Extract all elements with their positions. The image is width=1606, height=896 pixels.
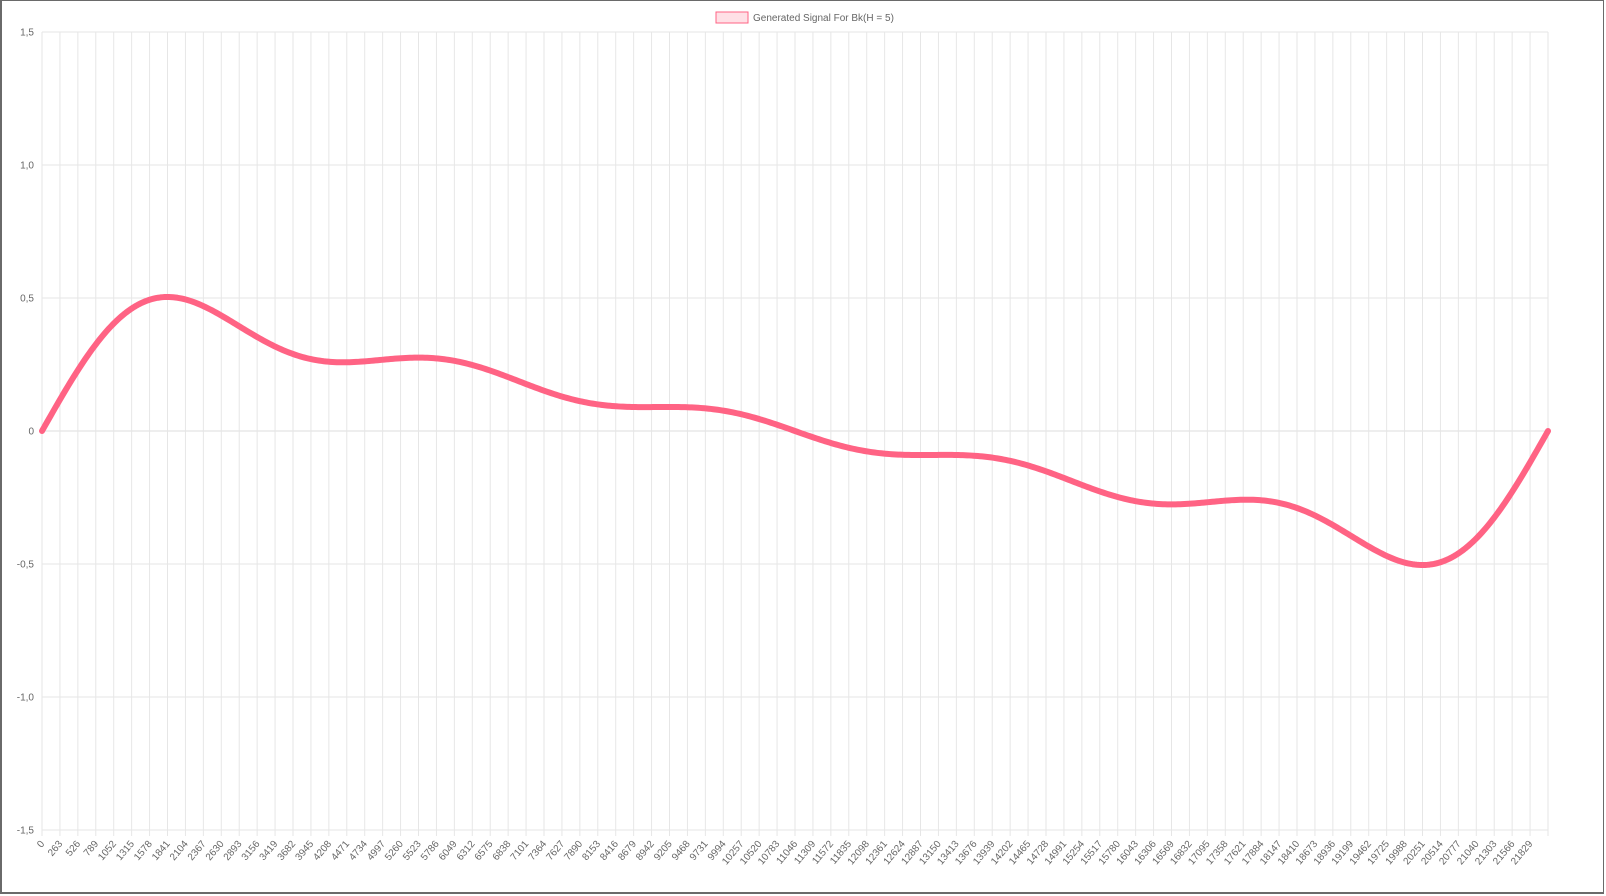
x-tick-label: 2893 (222, 839, 245, 863)
y-tick-label: -0,5 (17, 560, 35, 571)
x-tick-label: 5260 (383, 839, 406, 863)
x-tick-label: 7890 (562, 839, 585, 863)
y-axis: 1,5 1,0 0,5 0 -0,5 -1,0 -1,5 (17, 28, 35, 837)
x-tick-label: 1841 (150, 839, 173, 863)
x-tick-label: 7101 (509, 839, 532, 863)
x-tick-label: 1315 (114, 839, 137, 863)
y-tick-label: 1,5 (20, 28, 34, 39)
y-tick-label: 0,5 (20, 294, 34, 305)
x-tick-label: 4471 (329, 839, 352, 863)
x-tick-label: 8416 (598, 839, 621, 863)
x-axis: 0263526789105213151578184121042367263028… (35, 839, 1535, 868)
x-tick-label: 2367 (186, 839, 209, 863)
x-tick-label: 0 (35, 839, 47, 851)
x-tick-label: 6575 (473, 839, 496, 863)
signal-line (39, 293, 1551, 569)
x-tick-label: 4997 (365, 839, 388, 863)
x-tick-label: 8153 (580, 839, 603, 863)
x-tick-label: 3419 (258, 839, 281, 863)
x-tick-label: 9205 (652, 839, 675, 863)
x-tick-label: 3156 (240, 839, 263, 863)
x-tick-label: 8942 (634, 839, 657, 863)
legend-label[interactable]: Generated Signal For Bk(H = 5) (753, 13, 894, 24)
grid (41, 31, 1549, 836)
x-tick-label: 6312 (455, 839, 478, 863)
x-tick-label: 1052 (96, 839, 119, 863)
x-tick-label: 5523 (401, 839, 424, 863)
x-tick-label: 3682 (276, 839, 299, 863)
series-layer (39, 293, 1551, 569)
y-tick-label: -1,0 (17, 693, 35, 704)
x-tick-label: 4208 (311, 839, 334, 863)
x-tick-label: 8679 (616, 839, 639, 863)
x-tick-label: 5786 (419, 839, 442, 863)
x-tick-label: 526 (64, 839, 83, 859)
x-tick-label: 1578 (132, 839, 155, 863)
x-tick-label: 6838 (491, 839, 514, 863)
x-tick-label: 3945 (293, 839, 316, 863)
y-tick-label: 1,0 (20, 161, 34, 172)
legend-swatch[interactable] (715, 11, 749, 24)
x-tick-label: 6049 (437, 839, 460, 863)
x-tick-label: 9731 (688, 839, 711, 863)
x-tick-label: 7627 (544, 839, 567, 863)
x-tick-label: 7364 (527, 839, 550, 863)
x-tick-label: 9468 (670, 839, 693, 863)
x-tick-label: 2104 (168, 839, 191, 863)
x-tick-label: 2630 (204, 839, 227, 863)
x-tick-label: 263 (46, 839, 65, 859)
y-tick-label: 0 (28, 427, 34, 438)
y-tick-label: -1,5 (17, 826, 35, 837)
legend[interactable]: Generated Signal For Bk(H = 5) (715, 11, 894, 24)
x-tick-label: 4734 (347, 839, 370, 863)
